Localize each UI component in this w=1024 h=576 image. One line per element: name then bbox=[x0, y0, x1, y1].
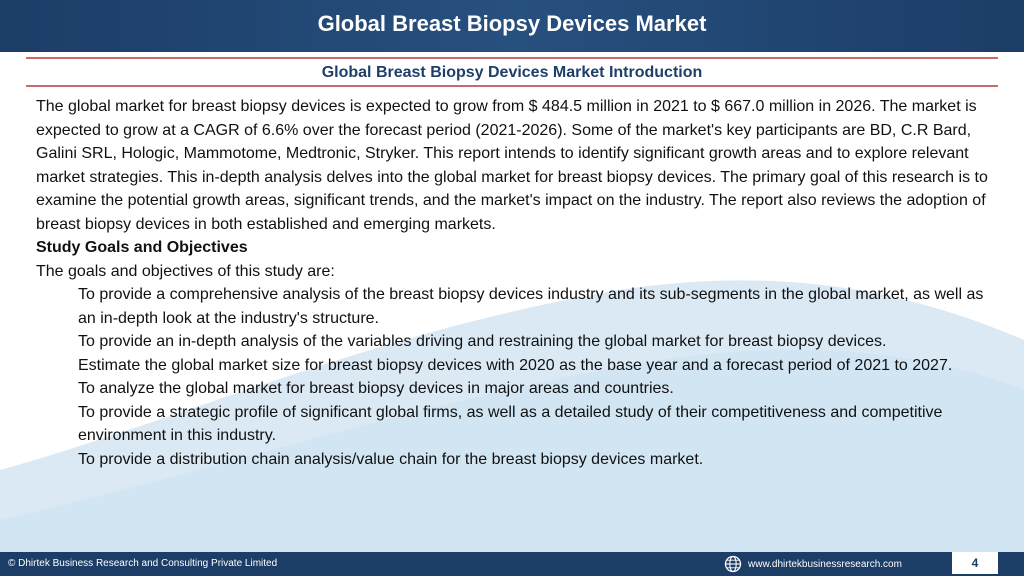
section-subtitle: Global Breast Biopsy Devices Market Intr… bbox=[321, 64, 703, 81]
page-title: Global Breast Biopsy Devices Market bbox=[317, 11, 707, 36]
section-subtitle-bar: Global Breast Biopsy Devices Market Intr… bbox=[26, 57, 998, 87]
list-item: To analyze the global market for breast … bbox=[78, 380, 674, 397]
intro-paragraph: The global market for breast biopsy devi… bbox=[36, 98, 988, 233]
footer-bar: © Dhirtek Business Research and Consulti… bbox=[0, 552, 1024, 576]
website-link[interactable]: www.dhirtekbusinessresearch.com bbox=[724, 554, 902, 574]
list-item: Estimate the global market size for brea… bbox=[78, 356, 953, 374]
copyright-text: © Dhirtek Business Research and Consulti… bbox=[8, 558, 278, 569]
list-item: To provide a strategic profile of signif… bbox=[78, 403, 943, 445]
website-url: www.dhirtekbusinessresearch.com bbox=[748, 558, 902, 570]
list-item: To provide a distribution chain analysis… bbox=[78, 450, 704, 468]
objectives-list: To provide a comprehensive analysis of t… bbox=[36, 283, 1004, 471]
lead-text: The goals and objectives of this study a… bbox=[36, 262, 335, 280]
globe-icon bbox=[724, 555, 742, 573]
list-item: To provide an in-depth analysis of the v… bbox=[78, 333, 887, 350]
content-body: The global market for breast biopsy devi… bbox=[36, 95, 1004, 471]
page-number: 4 bbox=[952, 552, 998, 574]
list-item: To provide a comprehensive analysis of t… bbox=[78, 286, 984, 327]
section-heading: Study Goals and Objectives bbox=[36, 239, 248, 256]
header-bar: Global Breast Biopsy Devices Market bbox=[0, 0, 1024, 52]
